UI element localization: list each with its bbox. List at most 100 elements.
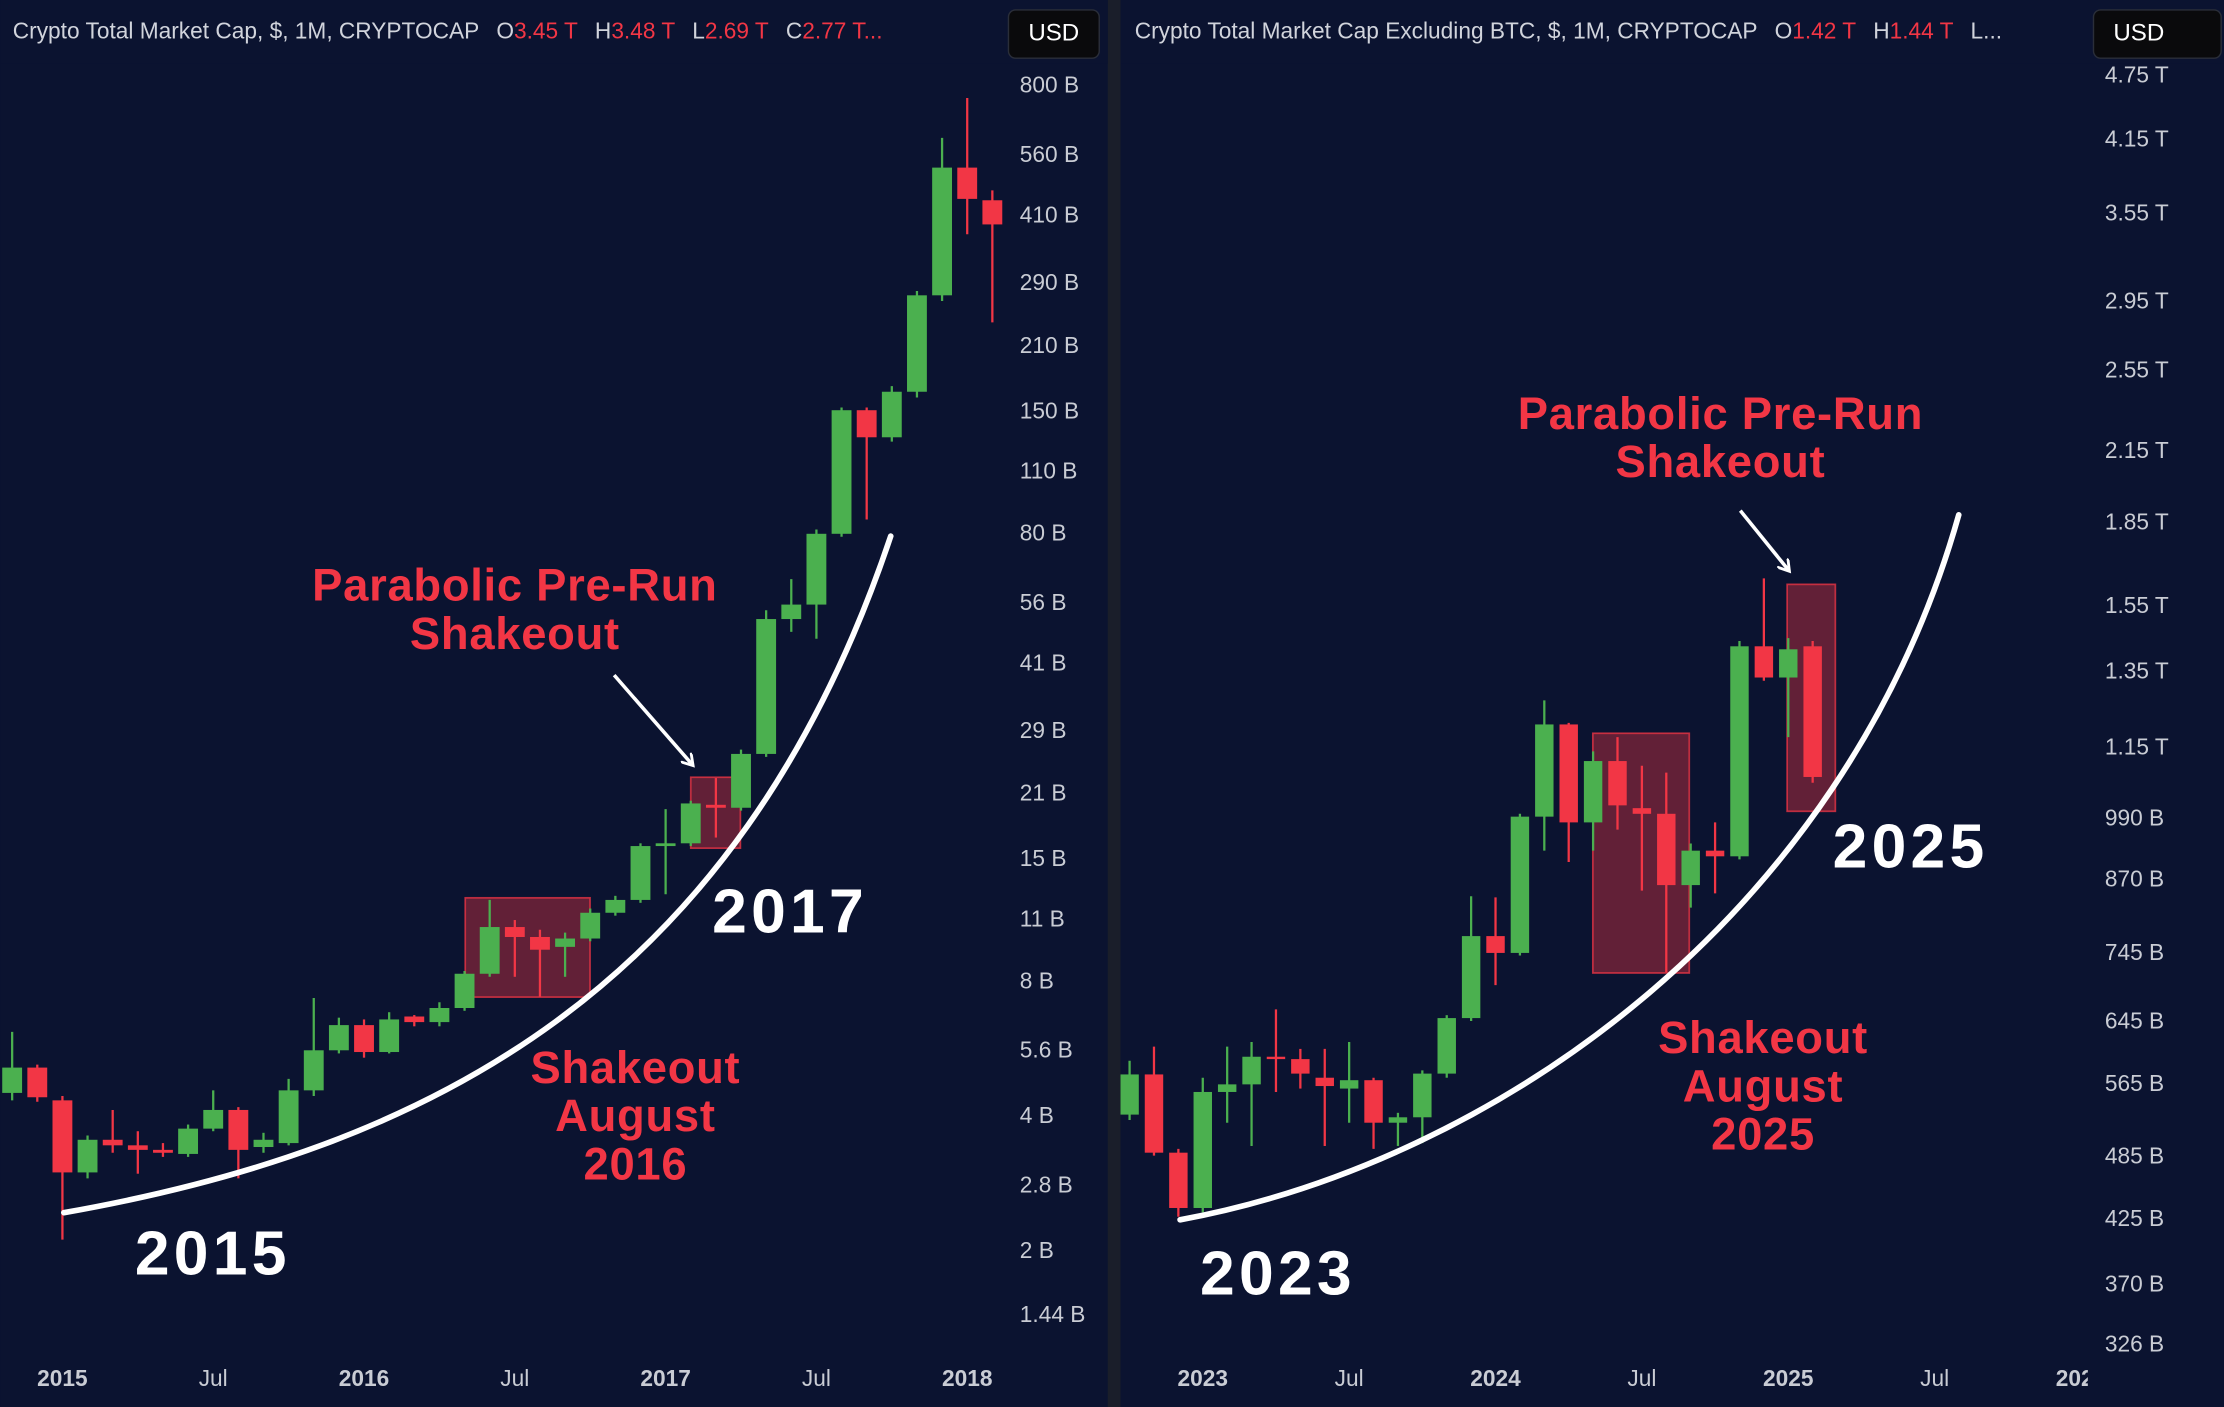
x-tick-label: 2018 <box>942 1365 992 1391</box>
y-tick-label: 370 B <box>2105 1271 2164 1297</box>
ohlc-label: H <box>595 18 611 44</box>
y-tick-label: 56 B <box>1020 589 1067 615</box>
x-tick-label: 2015 <box>37 1365 87 1391</box>
candle-body <box>1120 1074 1139 1115</box>
y-tick-label: 4.15 T <box>2105 126 2169 152</box>
candle-body <box>479 927 500 974</box>
y-tick-label: 1.15 T <box>2105 734 2169 760</box>
candle-body <box>1535 724 1554 817</box>
candle-body <box>1583 761 1603 823</box>
candle-body <box>756 619 777 754</box>
x-tick-label: 2023 <box>1178 1365 1228 1391</box>
candle-body <box>1510 816 1530 953</box>
candle-body <box>831 410 852 534</box>
candle-body <box>1144 1074 1164 1153</box>
candle-body <box>580 912 601 939</box>
candle-body <box>1388 1117 1408 1123</box>
annotation: 2025 <box>1833 812 1989 881</box>
y-tick-label: 1.35 T <box>2105 658 2169 684</box>
header-bar <box>0 0 1108 64</box>
x-axis: 2023 Jul 2024 Jul 2025 Jul 2026 <box>1178 1365 2088 1391</box>
candle-body <box>1754 646 1774 678</box>
y-tick-label: 560 B <box>1020 141 1079 167</box>
y-tick-label: 326 B <box>2105 1331 2164 1357</box>
y-tick-label: 2.55 T <box>2105 356 2169 382</box>
y-tick-label: 150 B <box>1020 397 1079 423</box>
ohlc-label: L... <box>1971 18 2003 44</box>
candle-body <box>228 1109 249 1150</box>
chart-title: Crypto Total Market Cap, $, 1M, CRYPTOCA… <box>13 18 480 44</box>
y-tick-label: 3.55 T <box>2105 200 2169 226</box>
annotation: Shakeout <box>1616 436 1826 487</box>
candle-body <box>1657 813 1676 886</box>
y-tick-label: 410 B <box>1020 202 1079 228</box>
annotation: Parabolic Pre-Run <box>312 560 717 611</box>
annotation: Shakeout <box>530 1042 740 1093</box>
candle-body <box>806 533 827 605</box>
candle-body <box>1217 1084 1237 1092</box>
y-tick-label: 210 B <box>1020 332 1079 358</box>
annotation: August <box>1683 1060 1844 1111</box>
currency-button[interactable]: USD <box>1007 9 1100 59</box>
candle-body <box>102 1139 123 1146</box>
candle-body <box>454 973 475 1009</box>
annotation: 2025 <box>1711 1108 1815 1159</box>
plot-area <box>2 97 1003 1240</box>
candle-body <box>1803 646 1822 777</box>
candle-body <box>1242 1056 1261 1085</box>
y-tick-label: 290 B <box>1020 269 1079 295</box>
candle-body <box>27 1067 48 1098</box>
x-axis: 2015 Jul 2016 Jul 2017 Jul 2018 <box>37 1365 992 1391</box>
candle-body <box>907 295 927 392</box>
candle-body <box>379 1019 400 1053</box>
y-tick-label: 1.44 B <box>1020 1301 1086 1327</box>
y-tick-label: 8 B <box>1020 967 1054 993</box>
x-tick-label: Jul <box>1335 1365 1364 1391</box>
candle-body <box>1559 724 1578 823</box>
x-tick-label: Jul <box>500 1365 529 1391</box>
y-tick-label: 4 B <box>1020 1102 1054 1128</box>
candle-body <box>328 1025 349 1051</box>
annotation: 2016 <box>584 1138 688 1189</box>
plot-area <box>1120 509 1962 1223</box>
y-tick-label: 110 B <box>1020 458 1078 484</box>
candle-body <box>504 927 525 937</box>
y-tick-label: 800 B <box>1020 72 1079 98</box>
arrow <box>1738 509 1788 571</box>
y-tick-label: 2.8 B <box>1020 1171 1073 1197</box>
y-tick-label: 41 B <box>1020 650 1067 676</box>
candle-body <box>1779 649 1798 678</box>
candle-body <box>253 1139 274 1148</box>
candle-body <box>1193 1091 1212 1208</box>
candle-body <box>1608 761 1627 806</box>
button-bg <box>2092 9 2222 59</box>
candle-body <box>1291 1059 1310 1074</box>
ohlc-value: 2.77 T... <box>802 18 882 44</box>
y-tick-label: 11 B <box>1020 905 1065 931</box>
candle-body <box>680 803 701 844</box>
y-tick-label: 29 B <box>1020 717 1067 743</box>
arrow <box>612 673 692 764</box>
ohlc-label: H <box>1873 18 1889 44</box>
ohlc-label: L <box>692 18 705 44</box>
annotation: August <box>555 1090 716 1141</box>
candle-body <box>77 1139 98 1173</box>
y-axis: 4.75 T 4.15 T 3.55 T 2.95 T 2.55 T 2.15 T 1.85… <box>2105 64 2169 1357</box>
candle-body <box>856 410 877 438</box>
candle-body <box>731 753 751 808</box>
x-tick-label: Jul <box>1920 1365 1949 1391</box>
y-tick-label: 21 B <box>1020 780 1067 806</box>
candle-body <box>932 167 953 296</box>
y-tick-label: 870 B <box>2105 866 2164 892</box>
y-tick-label: 1.85 T <box>2105 508 2169 534</box>
ohlc-label: O <box>1775 18 1793 44</box>
candle-body <box>957 167 978 199</box>
y-tick-label: 425 B <box>2105 1205 2164 1231</box>
annotation: Shakeout <box>1658 1012 1868 1063</box>
currency-button[interactable]: USD <box>2092 9 2222 59</box>
candle-body <box>1730 646 1749 857</box>
annotation: 2015 <box>135 1220 291 1289</box>
candle-body <box>404 1016 425 1023</box>
candle-body <box>1486 936 1505 953</box>
